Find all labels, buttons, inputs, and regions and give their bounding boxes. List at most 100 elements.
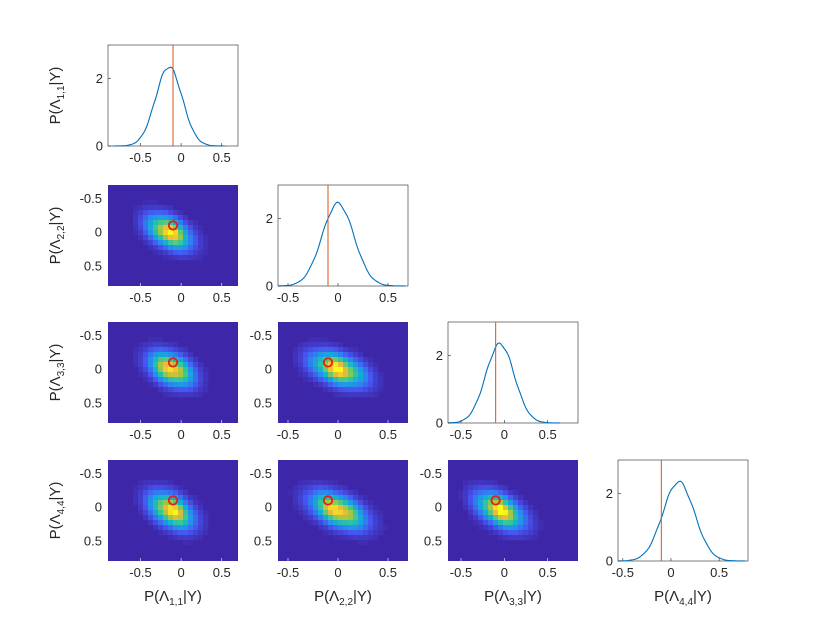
heatmap-cell	[318, 352, 324, 358]
x-tick-label: 0.5	[539, 565, 557, 580]
heatmap-cell	[198, 515, 204, 521]
heatmap-cell	[188, 235, 194, 241]
heatmap-cell	[183, 505, 189, 511]
heatmap-cell	[513, 490, 519, 496]
heatmap-cell	[358, 525, 364, 531]
heatmap-cell	[308, 372, 314, 378]
heatmap-cell	[138, 505, 144, 511]
heatmap-cell	[513, 530, 519, 536]
heatmap-cell	[303, 510, 309, 516]
heatmap-cell	[148, 245, 154, 251]
heatmap-cell	[333, 520, 339, 526]
heatmap-cell	[158, 387, 164, 393]
y-tick-label: 0	[266, 279, 273, 294]
heatmap-cell	[318, 382, 324, 388]
heatmap-cell	[143, 220, 149, 226]
heatmap-cell	[193, 372, 199, 378]
heatmap-cell	[198, 255, 204, 261]
heatmap-cell	[313, 490, 319, 496]
heatmap-cell	[153, 215, 159, 221]
y-tick-label: 0	[95, 500, 102, 515]
heatmap-cell	[338, 525, 344, 531]
heatmap-cell	[353, 392, 359, 398]
heatmap-cell	[303, 490, 309, 496]
heatmap-cell	[488, 485, 494, 491]
heatmap-cell	[313, 352, 319, 358]
heatmap-cell	[148, 230, 154, 236]
heatmap-cell	[153, 352, 159, 358]
heatmap-cell	[153, 490, 159, 496]
heatmap-cell	[313, 520, 319, 526]
heatmap-cell	[328, 485, 334, 491]
heatmap-cell	[188, 225, 194, 231]
heatmap-cell	[353, 377, 359, 383]
heatmap-cell	[308, 347, 314, 353]
heatmap-cell	[168, 367, 174, 373]
heatmap-cell	[333, 515, 339, 521]
heatmap-cell	[348, 362, 354, 368]
heatmap-cell	[298, 367, 304, 373]
heatmap-cell	[148, 240, 154, 246]
heatmap-cell	[493, 500, 499, 506]
heatmap-cell	[303, 352, 309, 358]
heatmap-cell	[143, 510, 149, 516]
heatmap-cell	[298, 347, 304, 353]
heatmap-cell	[513, 525, 519, 531]
heatmap-cell	[498, 490, 504, 496]
heatmap-cell	[368, 510, 374, 516]
heatmap-cell	[303, 495, 309, 501]
heatmap-cell	[318, 525, 324, 531]
heatmap-cell	[153, 220, 159, 226]
heatmap-cell	[163, 205, 169, 211]
heatmap-cell	[358, 495, 364, 501]
heatmap-cell	[338, 367, 344, 373]
heatmap-cell	[178, 225, 184, 231]
heatmap-cell	[338, 357, 344, 363]
heatmap-cell	[368, 515, 374, 521]
heatmap-cell	[478, 520, 484, 526]
heatmap-cell	[178, 392, 184, 398]
heatmap-cell	[163, 520, 169, 526]
heatmap-cell	[158, 230, 164, 236]
heatmap-cell	[143, 357, 149, 363]
heatmap-cell	[173, 392, 179, 398]
heatmap-cell	[158, 337, 164, 343]
heatmap-cell	[338, 392, 344, 398]
heatmap-cell	[163, 392, 169, 398]
heatmap-cell	[158, 357, 164, 363]
heatmap-cell	[333, 525, 339, 531]
heatmap-cell	[373, 505, 379, 511]
y-tick-label: 0.5	[424, 533, 442, 548]
heatmap-cell	[173, 530, 179, 536]
y-tick-label: 0	[95, 362, 102, 377]
heatmap-cell	[358, 372, 364, 378]
heatmap-cell	[153, 245, 159, 251]
heatmap-cell	[378, 377, 384, 383]
x-tick-label: 0	[178, 290, 185, 305]
heatmap-cell	[318, 377, 324, 383]
heatmap-cell	[488, 530, 494, 536]
heatmap-cell	[203, 235, 209, 241]
heatmap-cell	[133, 347, 139, 353]
heatmap-cell	[338, 352, 344, 358]
heatmap-cell	[348, 382, 354, 388]
heatmap-cell	[463, 500, 469, 506]
heatmap-cell	[338, 490, 344, 496]
heatmap-cell	[523, 515, 529, 521]
heatmap-cell	[138, 510, 144, 516]
heatmap-cell	[183, 510, 189, 516]
heatmap-cell	[343, 362, 349, 368]
heatmap-cell	[473, 520, 479, 526]
heatmap-cell	[183, 495, 189, 501]
heatmap-cell	[148, 342, 154, 348]
heatmap-cell	[293, 505, 299, 511]
heatmap-cell	[333, 347, 339, 353]
y-tick-label: 0.5	[254, 395, 272, 410]
heatmap-cell	[183, 490, 189, 496]
heatmap-cell	[498, 520, 504, 526]
heatmap-cell	[528, 520, 534, 526]
y-tick-label: 0	[606, 554, 613, 569]
heatmap-cell	[323, 505, 329, 511]
heatmap-cell	[343, 495, 349, 501]
heatmap-cell	[133, 230, 139, 236]
